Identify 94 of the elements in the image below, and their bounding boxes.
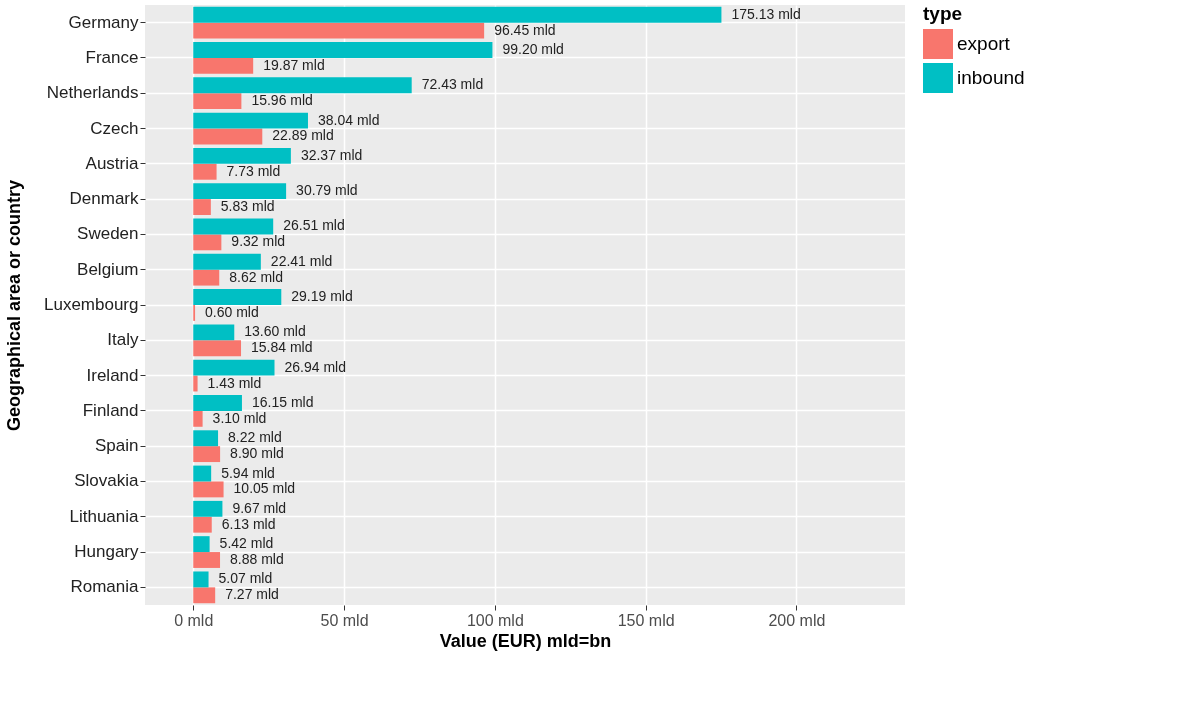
legend-label: export bbox=[957, 33, 1011, 54]
bar bbox=[193, 163, 217, 180]
data-label: 0.60 mld bbox=[205, 303, 259, 320]
y-tick-label: Denmark bbox=[69, 189, 139, 209]
bar bbox=[193, 410, 203, 427]
bar bbox=[193, 22, 485, 39]
data-label: 5.07 mld bbox=[218, 570, 273, 587]
data-label: 7.27 mld bbox=[225, 586, 279, 603]
y-tick-label: Hungary bbox=[74, 542, 139, 562]
data-label: 38.04 mld bbox=[317, 111, 380, 128]
data-label: 13.60 mld bbox=[244, 323, 306, 340]
data-label: 3.10 mld bbox=[212, 409, 267, 426]
data-label: 30.79 mld bbox=[296, 182, 358, 199]
data-label: 1.43 mld bbox=[207, 374, 262, 391]
data-label: 175.13 mld bbox=[731, 5, 801, 22]
bar bbox=[193, 77, 412, 94]
y-tick-label: Germany bbox=[68, 12, 139, 32]
bar bbox=[193, 112, 308, 129]
y-tick-label: Czech bbox=[90, 118, 139, 138]
data-label: 16.15 mld bbox=[251, 393, 314, 410]
data-label: 22.89 mld bbox=[272, 127, 334, 144]
bar bbox=[193, 375, 198, 392]
y-tick-label: Spain bbox=[95, 436, 139, 456]
bar bbox=[193, 183, 287, 200]
y-tick-label: Lithuania bbox=[69, 506, 140, 526]
bar bbox=[193, 571, 209, 588]
y-tick-label: Luxembourg bbox=[43, 295, 139, 314]
bar bbox=[193, 218, 274, 235]
y-tick-label: France bbox=[85, 47, 139, 67]
x-tick-label: 150 mld bbox=[617, 611, 675, 629]
bar bbox=[193, 446, 221, 463]
x-tick-label: 50 mld bbox=[320, 611, 369, 629]
bar bbox=[193, 430, 219, 447]
bar bbox=[193, 42, 493, 58]
bar bbox=[193, 93, 242, 110]
y-tick-label: Sweden bbox=[77, 224, 139, 244]
data-label: 6.13 mld bbox=[221, 515, 276, 532]
bar bbox=[193, 128, 263, 145]
data-label: 26.51 mld bbox=[283, 217, 345, 234]
bar bbox=[193, 516, 212, 533]
legend-label: inbound bbox=[957, 67, 1025, 88]
bar bbox=[193, 269, 220, 286]
x-axis-title: Value (EUR) mld=bn bbox=[439, 630, 612, 651]
data-label: 29.19 mld bbox=[291, 288, 353, 305]
bar bbox=[193, 395, 242, 411]
bar bbox=[193, 57, 254, 74]
data-label: 5.94 mld bbox=[221, 464, 275, 481]
bar bbox=[193, 500, 223, 517]
bar bbox=[193, 289, 282, 305]
y-axis-title: Geographical area or country bbox=[4, 179, 24, 432]
data-label: 96.45 mld bbox=[494, 21, 556, 38]
data-label: 72.43 mld bbox=[421, 76, 484, 93]
data-label: 19.87 mld bbox=[263, 56, 325, 73]
data-label: 32.37 mld bbox=[300, 146, 363, 163]
data-label: 7.73 mld bbox=[226, 162, 281, 179]
bar bbox=[193, 234, 222, 251]
x-tick-label: 0 mld bbox=[174, 611, 214, 629]
data-label: 15.84 mld bbox=[251, 339, 313, 356]
bar bbox=[193, 536, 210, 553]
bar bbox=[193, 324, 235, 341]
y-tick-label: Italy bbox=[107, 330, 139, 350]
data-label: 15.96 mld bbox=[251, 92, 313, 109]
data-label: 99.20 mld bbox=[502, 41, 564, 57]
bar bbox=[193, 359, 275, 376]
bar bbox=[193, 6, 722, 23]
bar bbox=[193, 481, 224, 498]
data-label: 8.90 mld bbox=[230, 445, 284, 462]
data-label: 9.67 mld bbox=[232, 499, 287, 516]
bar bbox=[193, 587, 216, 604]
y-tick-label: Austria bbox=[85, 153, 140, 173]
bar bbox=[193, 147, 291, 164]
data-label: 9.32 mld bbox=[231, 233, 286, 250]
x-tick-label: 200 mld bbox=[768, 611, 826, 629]
data-label: 5.42 mld bbox=[219, 535, 274, 552]
x-tick-label: 100 mld bbox=[466, 611, 524, 629]
data-label: 10.05 mld bbox=[233, 480, 296, 497]
bar bbox=[193, 340, 242, 357]
bar bbox=[193, 199, 211, 215]
y-tick-label: Finland bbox=[82, 400, 139, 420]
data-label: 8.62 mld bbox=[229, 268, 283, 285]
y-tick-label: Ireland bbox=[86, 365, 139, 385]
y-tick-label: Romania bbox=[70, 577, 140, 597]
y-tick-label: Belgium bbox=[77, 259, 139, 279]
y-tick-label: Netherlands bbox=[46, 83, 139, 103]
legend-title: type bbox=[923, 3, 963, 24]
data-label: 22.41 mld bbox=[270, 252, 333, 269]
data-label: 8.22 mld bbox=[228, 429, 282, 446]
data-label: 5.83 mld bbox=[220, 198, 275, 215]
bar bbox=[193, 552, 221, 568]
data-label: 8.88 mld bbox=[230, 551, 284, 567]
y-tick-label: Slovakia bbox=[74, 471, 140, 491]
data-label: 26.94 mld bbox=[284, 358, 346, 375]
bar bbox=[193, 465, 212, 482]
bar bbox=[193, 253, 261, 270]
